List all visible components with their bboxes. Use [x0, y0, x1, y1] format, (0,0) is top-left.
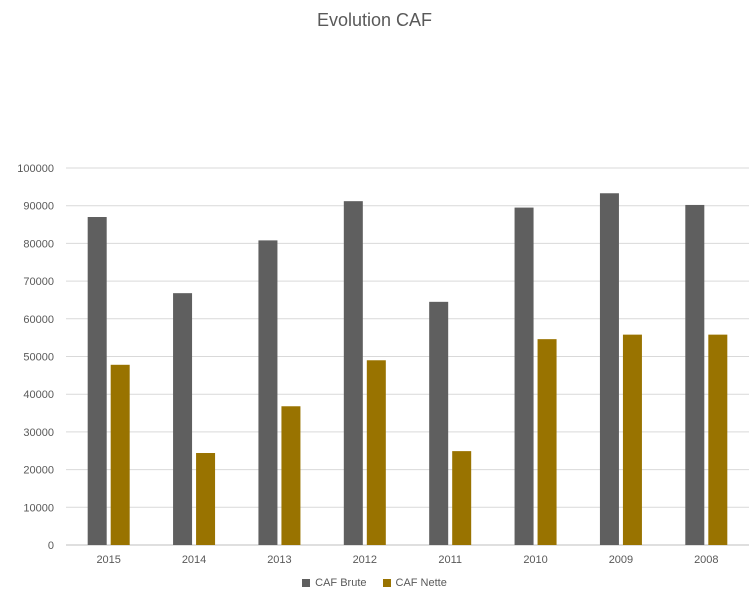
y-tick-label: 80000: [23, 238, 54, 250]
x-tick-label: 2012: [353, 554, 377, 566]
legend-item-caf-nette: CAF Nette: [382, 577, 447, 589]
y-tick-label: 20000: [23, 465, 54, 477]
bar-caf-nette-2008: [708, 334, 728, 545]
legend-item-caf-brute: CAF Brute: [302, 577, 367, 589]
legend: CAF Brute CAF Nette: [0, 577, 749, 589]
y-tick-label: 60000: [23, 314, 54, 326]
legend-label-caf-nette: CAF Nette: [395, 577, 447, 589]
bar-caf-nette-2013: [281, 406, 301, 545]
y-tick-label: 10000: [23, 502, 54, 514]
x-tick-label: 2015: [96, 554, 120, 566]
legend-swatch-caf-brute: [302, 579, 311, 587]
bar-caf-nette-2012: [366, 360, 386, 545]
y-tick-label: 70000: [23, 276, 54, 288]
bar-caf-nette-2009: [622, 334, 642, 545]
y-tick-label: 50000: [23, 352, 54, 364]
bar-caf-brute-2011: [429, 301, 449, 545]
bar-caf-brute-2014: [173, 293, 193, 545]
chart-title: Evolution CAF: [316, 10, 433, 30]
bar-caf-brute-2010: [514, 207, 534, 545]
y-tick-label: 30000: [23, 427, 54, 439]
y-tick-label: 40000: [23, 389, 54, 401]
x-tick-label: 2013: [267, 554, 291, 566]
x-tick-label: 2008: [694, 554, 718, 566]
bar-caf-brute-2012: [343, 201, 363, 545]
bar-caf-brute-2008: [685, 204, 705, 546]
bar-caf-nette-2015: [110, 364, 130, 545]
x-tick-label: 2011: [438, 554, 462, 566]
legend-swatch-caf-nette: [382, 579, 391, 587]
y-tick-label: 100000: [17, 163, 54, 175]
bar-caf-brute-2009: [599, 193, 619, 545]
y-tick-label: 90000: [23, 201, 54, 213]
legend-label-caf-brute: CAF Brute: [315, 577, 367, 589]
bar-caf-nette-2011: [452, 451, 472, 545]
y-tick-label: 0: [48, 540, 54, 552]
bar-caf-nette-2014: [196, 453, 216, 545]
bar-caf-brute-2013: [258, 240, 278, 545]
x-tick-label: 2010: [523, 554, 547, 566]
bar-caf-brute-2015: [87, 217, 107, 545]
x-tick-label: 2014: [182, 554, 206, 566]
bar-caf-nette-2010: [537, 339, 557, 545]
x-tick-label: 2009: [609, 554, 633, 566]
